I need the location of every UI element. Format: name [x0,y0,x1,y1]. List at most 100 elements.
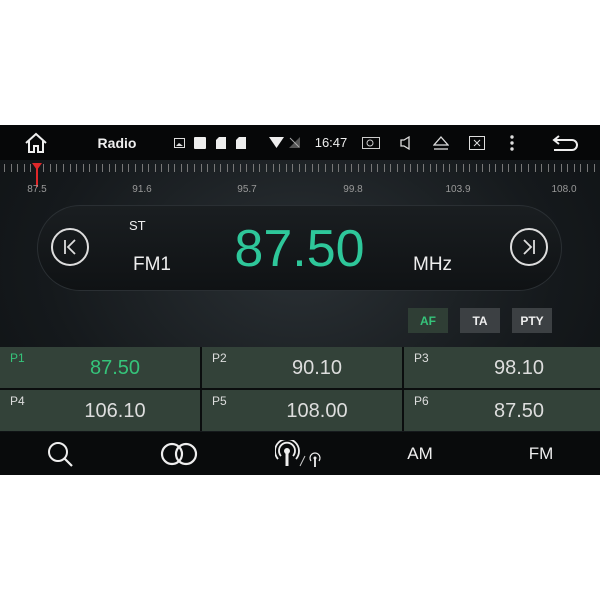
scale-tick [187,164,189,172]
fm-button[interactable]: FM [528,443,554,463]
scale-tick [89,164,91,172]
scale-tick [161,164,163,172]
preset-label: P6 [414,394,429,408]
clock: 16:47 [314,135,348,150]
frequency-scale[interactable]: 87.5 91.6 95.7 99.8 103.9 108.0 [0,160,600,200]
scale-tick [200,164,202,172]
scale-tick [508,164,510,172]
scale-label: 87.5 [27,184,47,195]
preset-p6[interactable]: P6 87.50 [404,390,600,431]
scale-tick [475,164,477,172]
scale-tick [442,164,444,172]
scale-tick [252,164,254,172]
scale-tick [17,164,19,172]
am-button[interactable]: AM [407,443,433,463]
scale-tick [298,164,300,172]
preset-label: P3 [414,351,429,365]
scale-tick [174,164,176,172]
ta-button[interactable]: TA [460,308,500,333]
volume-icon[interactable] [396,125,416,160]
frequency-needle[interactable] [32,163,42,187]
scale-tick [514,164,516,172]
close-window-icon[interactable] [466,125,488,160]
scale-tick [488,164,490,172]
scale-tick [82,164,84,172]
band-label: FM1 [133,254,171,275]
scale-tick [377,164,379,172]
scale-tick [246,164,248,172]
scale-tick [455,164,457,172]
scale-tick [593,164,595,172]
scale-label: 99.8 [343,184,363,195]
preset-label: P1 [10,351,25,365]
preset-p4[interactable]: P4 106.10 [0,390,200,431]
preset-label: P5 [212,394,227,408]
preset-label: P2 [212,351,227,365]
scale-tick [213,164,215,172]
app-title: Radio [97,134,137,151]
scale-tick [305,164,307,172]
scale-tick [56,164,58,172]
seek-next-button[interactable] [510,228,548,266]
scale-tick [560,164,562,172]
scale-tick [357,164,359,172]
scale-tick [541,164,543,172]
scale-tick [351,164,353,172]
pty-button[interactable]: PTY [512,308,552,333]
af-button[interactable]: AF [408,308,448,333]
scale-tick [324,164,326,172]
frequency-unit: MHz [413,254,453,275]
scale-tick [95,164,97,172]
preset-p2[interactable]: P2 90.10 [202,347,402,388]
scale-tick [436,164,438,172]
scale-tick [528,164,529,172]
scale-tick [220,164,222,172]
home-icon[interactable] [18,125,54,160]
scale-tick [318,164,320,172]
scale-tick [180,164,182,172]
preset-frequency: 87.50 [89,357,141,379]
scale-tick [534,164,536,172]
scale-tick [4,164,5,172]
status-bar: Radio 16:47 [0,125,600,160]
scale-tick [547,164,549,172]
scale-tick [331,164,333,172]
scale-tick [573,164,575,172]
scale-tick [410,164,412,172]
more-icon[interactable] [502,125,522,160]
scale-tick [226,164,228,172]
local-distance-icon[interactable] [272,432,328,475]
scale-tick [115,164,117,172]
seek-prev-button[interactable] [51,228,89,266]
wifi-icon [268,125,284,160]
scale-tick [397,164,398,172]
scale-tick [580,164,582,172]
stereo-icon[interactable] [156,432,202,475]
scale-tick [462,164,464,172]
scale-tick [154,164,156,172]
gallery-icon [172,125,186,160]
back-icon[interactable] [548,125,582,160]
scale-tick [239,164,241,172]
skip-previous-icon [64,239,76,255]
scale-label: 91.6 [132,184,152,195]
scale-tick [501,164,503,172]
scale-tick [364,164,366,172]
scale-tick [416,164,418,172]
preset-frequency: 106.10 [84,400,146,422]
scale-tick [49,164,51,172]
no-signal-icon [287,125,301,160]
eject-icon[interactable] [430,125,452,160]
stereo-indicator: ST [129,218,146,233]
scale-tick [108,164,110,172]
preset-p1[interactable]: P1 87.50 [0,347,200,388]
scale-tick [69,164,71,172]
scale-tick [311,164,313,172]
preset-p3[interactable]: P3 98.10 [404,347,600,388]
scale-tick [193,164,195,172]
scale-tick [292,164,294,172]
screenshot-icon[interactable] [360,125,382,160]
sd-card-icon [234,125,248,160]
preset-p5[interactable]: P5 108.00 [202,390,402,431]
search-icon[interactable] [40,432,80,475]
